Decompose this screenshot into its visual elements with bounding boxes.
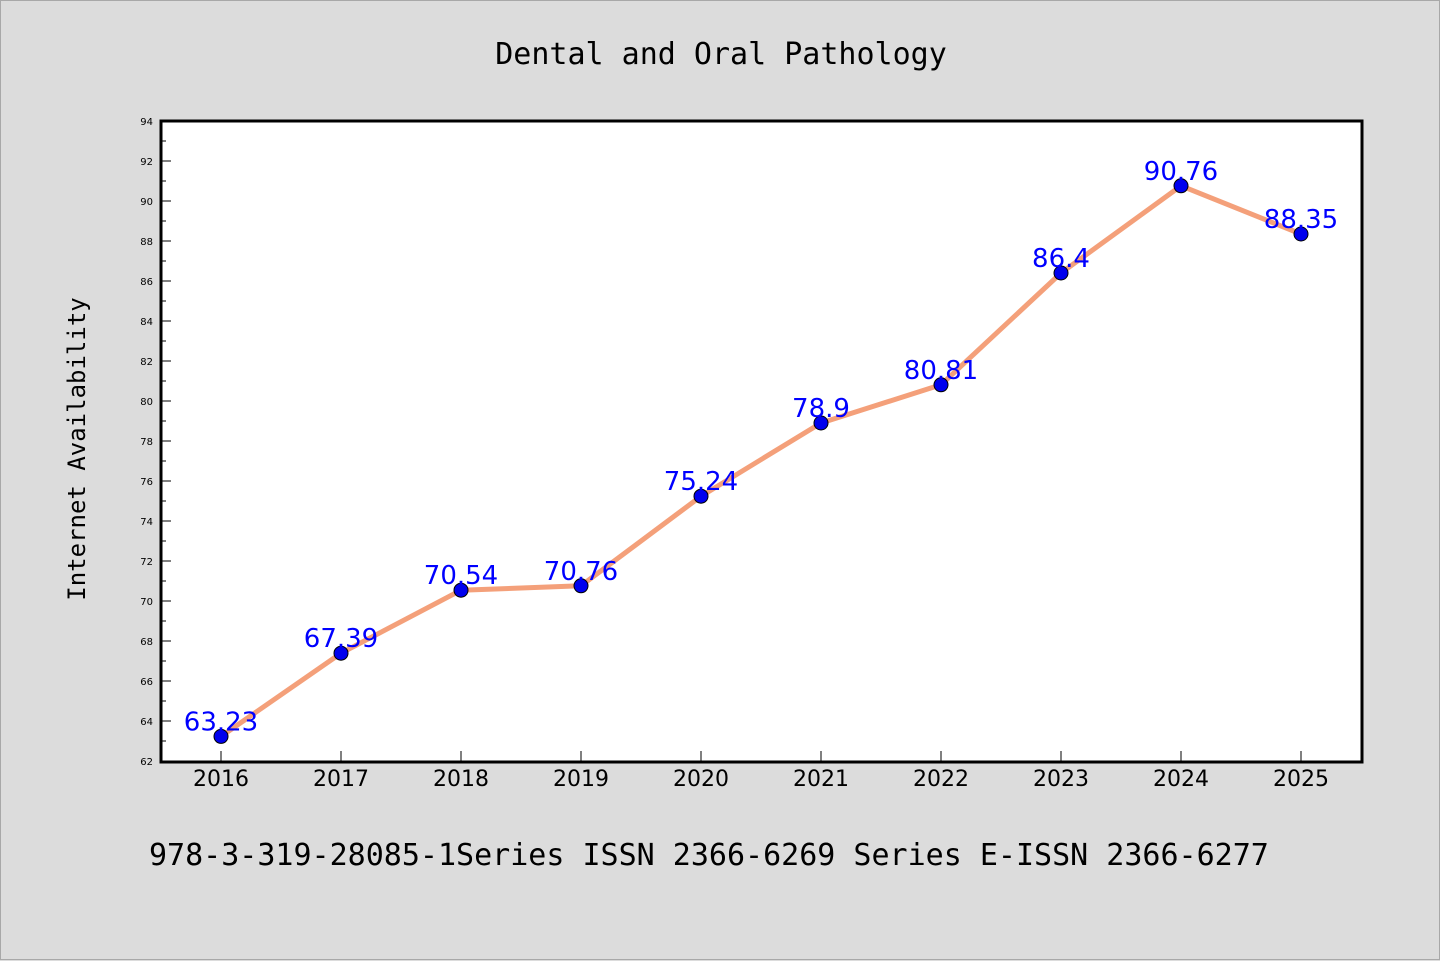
data-point-marker	[213, 728, 229, 744]
y-tick-label: 76	[140, 477, 153, 488]
series-line	[218, 183, 1304, 739]
x-tick-label: 2018	[433, 767, 489, 792]
data-point-marker	[1053, 265, 1069, 281]
series-line-group	[213, 178, 1309, 744]
data-point-marker	[573, 578, 589, 594]
x-tick-label: 2017	[313, 767, 369, 792]
y-tick-label: 72	[140, 557, 153, 568]
data-label: 67.39	[304, 624, 378, 654]
y-tick-label: 84	[140, 317, 153, 328]
data-point-marker	[453, 582, 469, 598]
data-labels-group: 63.23 67.39 70.54 70.76 75.24 78.9 80.81 86.4 90…	[184, 157, 1338, 738]
data-label: 80.81	[904, 356, 978, 386]
plot-frame	[159, 119, 1364, 764]
data-label: 70.54	[424, 561, 498, 591]
x-tick-label: 2024	[1153, 767, 1209, 792]
y-tick-label: 90	[140, 197, 153, 208]
data-label: 63.23	[184, 707, 258, 737]
y-tick-label: 64	[140, 717, 153, 728]
y-axis-label: Internet Availability	[63, 297, 91, 600]
data-label: 70.76	[544, 557, 618, 587]
y-tick-label: 86	[140, 277, 153, 288]
y-tick-label: 74	[140, 517, 153, 528]
y-tick-label: 68	[140, 637, 153, 648]
chart-title: Dental and Oral Pathology	[495, 37, 947, 72]
data-point-marker	[693, 488, 709, 504]
data-label: 78.9	[792, 394, 850, 424]
plot-area	[161, 121, 1362, 762]
footer-isbn-text: 978-3-319-28085-1Series ISSN 2366-6269 S…	[149, 838, 1269, 873]
x-tick-label: 2025	[1273, 767, 1329, 792]
y-tick-label: 92	[140, 157, 153, 168]
x-tick-label: 2016	[193, 767, 249, 792]
y-tick-label: 66	[140, 677, 153, 688]
y-tick-label: 82	[140, 357, 153, 368]
y-tick-label: 88	[140, 237, 153, 248]
x-tick-label: 2019	[553, 767, 609, 792]
y-tick-label: 80	[140, 397, 153, 408]
data-point-marker	[933, 377, 949, 393]
data-label: 86.4	[1032, 244, 1090, 274]
data-label: 88.35	[1264, 205, 1338, 235]
data-label: 90.76	[1144, 157, 1218, 187]
y-tick-label: 94	[140, 117, 153, 128]
x-tick-label: 2022	[913, 767, 969, 792]
y-tick-label: 70	[140, 597, 153, 608]
y-tick-label: 78	[140, 437, 153, 448]
x-axis-ticks: 2016 2017 2018 2019 2020 2021 2022 2023 2024 2025	[193, 751, 1329, 792]
x-tick-label: 2023	[1033, 767, 1089, 792]
data-point-marker	[813, 415, 829, 431]
y-tick-label: 62	[140, 757, 153, 768]
data-label: 75.24	[664, 467, 738, 497]
data-point-marker	[333, 645, 349, 661]
data-point-marker	[1293, 226, 1309, 242]
x-tick-label: 2021	[793, 767, 849, 792]
data-point-marker	[1173, 178, 1189, 194]
x-tick-label: 2020	[673, 767, 729, 792]
